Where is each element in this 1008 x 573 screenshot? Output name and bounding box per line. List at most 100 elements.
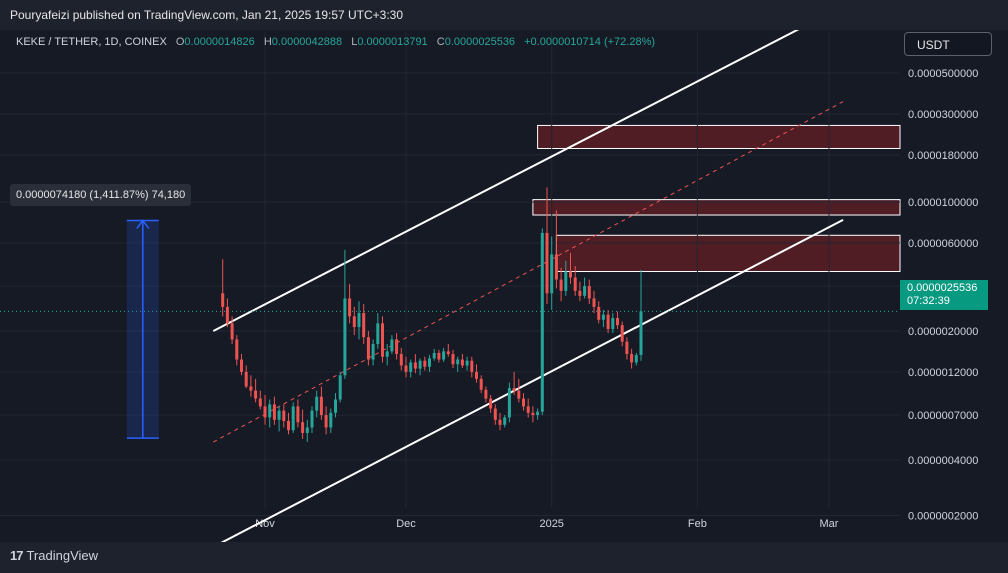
candle-body xyxy=(324,415,328,428)
measure-tool xyxy=(126,219,159,439)
candle-body xyxy=(310,410,314,428)
y-tick-label: 0.0000180000 xyxy=(908,150,978,162)
publisher-bar xyxy=(0,0,1008,30)
candle-body xyxy=(597,306,601,320)
candle-body xyxy=(564,271,568,291)
lower-channel-line xyxy=(220,218,844,542)
candle-body xyxy=(540,232,544,412)
change-value: +0.0000010714 (+72.28%) xyxy=(524,36,656,48)
candle-body xyxy=(620,325,624,342)
candle-body xyxy=(244,371,248,387)
candle-body xyxy=(569,271,572,278)
candle-body xyxy=(550,254,554,294)
candle-body xyxy=(366,337,370,360)
y-tick-label: 0.0000500000 xyxy=(908,68,978,80)
candle-body xyxy=(399,354,403,366)
candle-body xyxy=(484,389,488,399)
close-label: C xyxy=(436,36,445,48)
high-label: H xyxy=(263,36,272,48)
last-price-value: 0.0000025536 xyxy=(907,282,978,294)
candle-body xyxy=(606,314,610,329)
candle-body xyxy=(639,311,643,355)
candle-body xyxy=(221,293,225,307)
tradingview-logo[interactable]: 17 TradingView xyxy=(10,548,98,563)
candle-body xyxy=(249,386,253,391)
candle-body xyxy=(493,408,497,420)
upper-channel-line xyxy=(212,30,800,332)
close-value: 0.0000025536 xyxy=(444,36,516,48)
candle-body xyxy=(554,254,558,280)
candle-body xyxy=(343,298,347,376)
candle-body xyxy=(357,313,361,328)
resistance-zones xyxy=(532,124,901,273)
candle-body xyxy=(573,277,577,291)
y-tick-label: 0.0000020000 xyxy=(908,326,978,338)
resistance-zone xyxy=(555,234,901,273)
candle-body xyxy=(432,352,436,359)
candle-body xyxy=(338,375,342,400)
candle-body xyxy=(263,406,267,418)
candle-body xyxy=(282,410,286,422)
candle-body xyxy=(258,398,262,407)
candle-body xyxy=(451,354,455,365)
symbol-name[interactable]: KEKE / TETHER, 1D, COINEX xyxy=(16,36,167,48)
y-tick-label: 0.0000900000 xyxy=(908,30,978,33)
x-tick-label: Mar xyxy=(820,518,839,530)
price-chart[interactable]: 0.0000900000 0.0000500000 0.0000300000 0.00… xyxy=(0,30,1008,542)
candle-body xyxy=(616,318,619,326)
candle-body xyxy=(517,390,521,399)
candle-body xyxy=(418,360,422,369)
publisher-text: Pouryafeizi published on TradingView.com… xyxy=(10,8,404,22)
candle-body xyxy=(489,398,493,409)
candle-body xyxy=(319,396,323,416)
currency-button[interactable]: USDT xyxy=(904,32,992,56)
candle-body xyxy=(225,306,229,324)
open-label: O xyxy=(175,36,185,48)
candle-body xyxy=(301,422,305,433)
y-tick-label: 0.0000007000 xyxy=(908,410,978,422)
candle-body xyxy=(611,318,615,329)
resistance-zone xyxy=(532,199,901,216)
candle-body xyxy=(395,339,399,355)
candles xyxy=(221,187,643,443)
candle-body xyxy=(381,323,384,357)
candle-body xyxy=(437,352,441,360)
low-label: L xyxy=(351,36,358,48)
candle-body xyxy=(315,396,319,411)
candle-body xyxy=(475,371,478,379)
candle-body xyxy=(390,339,394,352)
resistance-zone xyxy=(537,124,901,149)
candle-body xyxy=(601,314,605,320)
x-tick-label: 2025 xyxy=(539,518,563,530)
candle-body xyxy=(587,286,591,299)
footer-bar xyxy=(0,542,1008,573)
candle-body xyxy=(592,298,596,307)
last-price-badge: 0.0000025536 07:32:39 xyxy=(900,280,988,310)
symbol-legend[interactable]: KEKE / TETHER, 1D, COINEX O0.0000014826 … xyxy=(16,36,655,48)
bar-countdown: 07:32:39 xyxy=(907,295,950,307)
candle-body xyxy=(376,323,380,344)
y-tick-label: 0.0000100000 xyxy=(908,197,978,209)
candle-body xyxy=(507,388,511,418)
candle-body xyxy=(254,390,258,399)
candle-body xyxy=(423,360,427,367)
candle-body xyxy=(428,358,431,367)
candle-body xyxy=(465,360,469,366)
candle-body xyxy=(235,339,239,360)
candle-body xyxy=(334,399,337,413)
x-tick-label: Feb xyxy=(688,518,707,530)
y-tick-label: 0.0000012000 xyxy=(908,367,978,379)
candle-body xyxy=(456,359,460,365)
candle-body xyxy=(634,355,638,363)
candle-body xyxy=(630,354,634,363)
candle-body xyxy=(470,360,474,372)
high-value: 0.0000042888 xyxy=(271,36,343,48)
candle-body xyxy=(352,316,356,328)
candle-body xyxy=(362,313,366,338)
y-tick-label: 0.0000060000 xyxy=(908,238,978,250)
candle-body xyxy=(503,417,507,425)
candle-body xyxy=(385,351,389,357)
candle-body xyxy=(296,406,300,423)
candle-body xyxy=(348,298,352,317)
candle-body xyxy=(230,323,234,340)
